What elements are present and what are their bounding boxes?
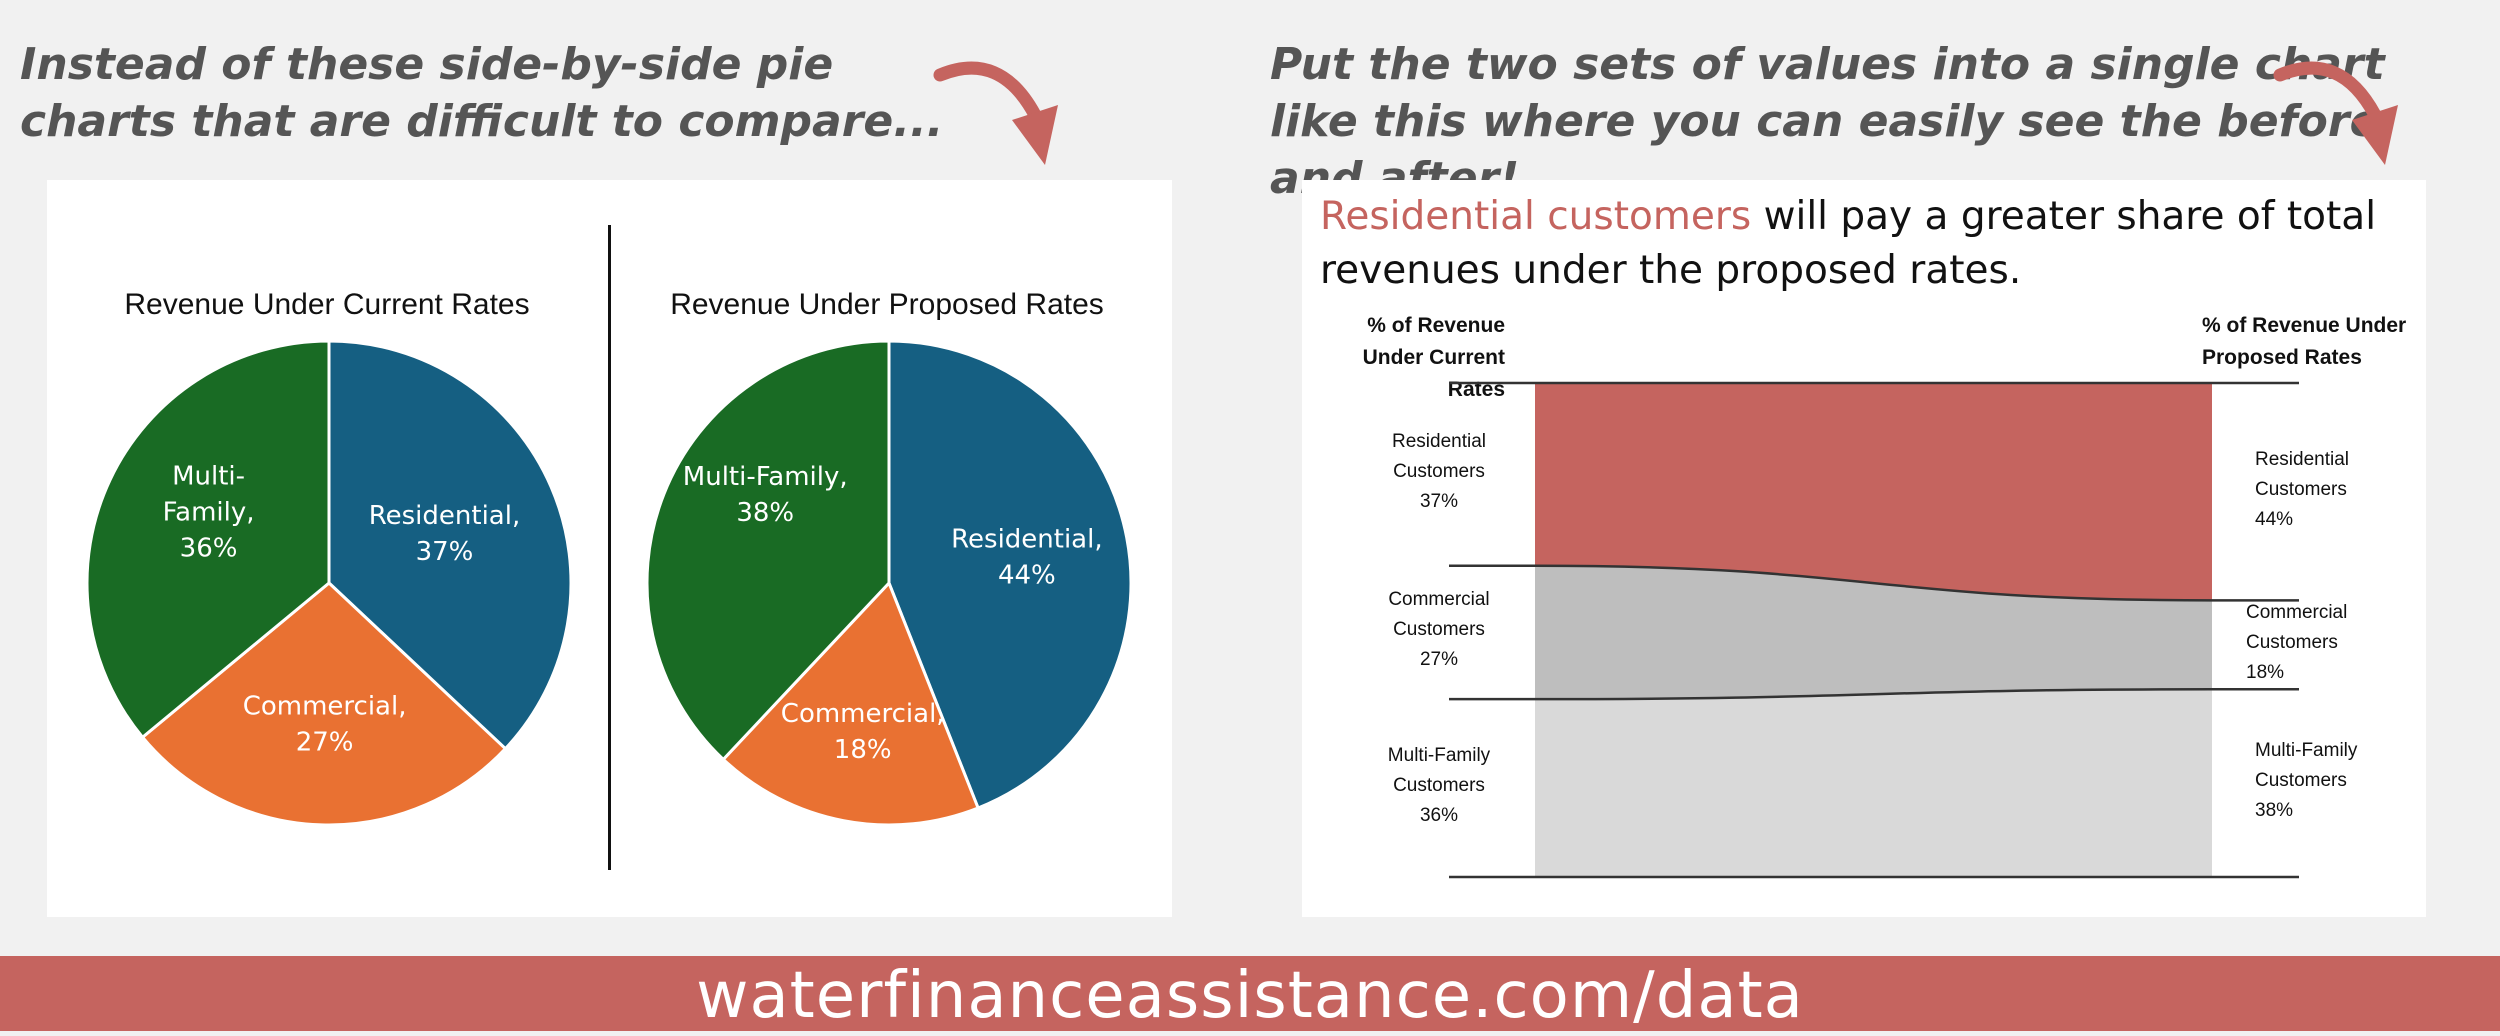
pie-proposed-label-residential: Residential, 44% bbox=[951, 525, 1102, 591]
pie-proposed-title: Revenue Under Proposed Rates bbox=[670, 288, 1104, 321]
slope-band-multi-family bbox=[1535, 689, 2212, 877]
pie-current-label-multi-family: Multi-Family, 36% bbox=[163, 461, 255, 563]
pie-proposed-label-multi-family: Multi-Family, 38% bbox=[683, 462, 848, 528]
slope-band-residential bbox=[1535, 383, 2212, 601]
right-label-multi-family: Multi-Family Customers 38% bbox=[2255, 740, 2358, 822]
slope-chart-panel: Residential customers will pay a greater… bbox=[1302, 180, 2426, 917]
pie-charts-panel: Revenue Under Current Rates Revenue Unde… bbox=[47, 180, 1172, 917]
pie-current-title: Revenue Under Current Rates bbox=[124, 288, 530, 321]
pie-proposed-slice-multi-family bbox=[645, 339, 891, 762]
headline-rest: will pay a greater share of total revenu… bbox=[1320, 194, 2377, 293]
footer-bar: waterfinanceassistance.com/data bbox=[0, 956, 2500, 1033]
caption-left: Instead of these side-by-side pie charts… bbox=[20, 39, 944, 147]
right-axis-label: % of Revenue Under Proposed Rates bbox=[2202, 314, 2407, 369]
pie-proposed-label-commercial: Commercial, 18% bbox=[781, 699, 945, 765]
pie-current-slice-commercial bbox=[140, 581, 508, 827]
left-label-multi-family: Multi-Family Customers 36% bbox=[1387, 745, 1491, 827]
left-label-residential: Residential Customers 37% bbox=[1392, 431, 1486, 513]
right-label-residential: Residential Customers 44% bbox=[2255, 448, 2349, 530]
curved-arrow-icon bbox=[2273, 61, 2398, 165]
footer-url[interactable]: waterfinanceassistance.com/data bbox=[696, 959, 1804, 1033]
left-label-commercial: Commercial Customers 27% bbox=[1388, 589, 1490, 671]
slope-chart bbox=[1449, 381, 2299, 879]
slope-boundary-line bbox=[1449, 688, 2299, 701]
headline-highlight: Residential customers bbox=[1320, 194, 1752, 239]
pie-current-label-commercial: Commercial, 27% bbox=[243, 691, 407, 757]
pie-current-slice-residential bbox=[327, 339, 573, 751]
pie-current-slice-multi-family bbox=[85, 339, 331, 740]
slope-band-commercial bbox=[1535, 565, 2212, 700]
pie-proposed-slice-residential bbox=[887, 339, 1133, 810]
chart-headline: Residential customers will pay a greater… bbox=[1320, 190, 2410, 298]
slope-boundary-line bbox=[1449, 564, 2299, 602]
caption-right: Put the two sets of values into a single… bbox=[1270, 39, 2385, 204]
pie-charts: Residential, 37% Commercial, 27% Multi-Famil… bbox=[85, 339, 1133, 827]
pie-proposed-slice-commercial bbox=[721, 580, 981, 827]
divider-line bbox=[608, 225, 611, 870]
pie-current-label-residential: Residential, 37% bbox=[369, 501, 520, 567]
right-label-commercial: Commercial Customers 18% bbox=[2246, 601, 2348, 683]
curved-arrow-icon bbox=[933, 61, 1058, 165]
